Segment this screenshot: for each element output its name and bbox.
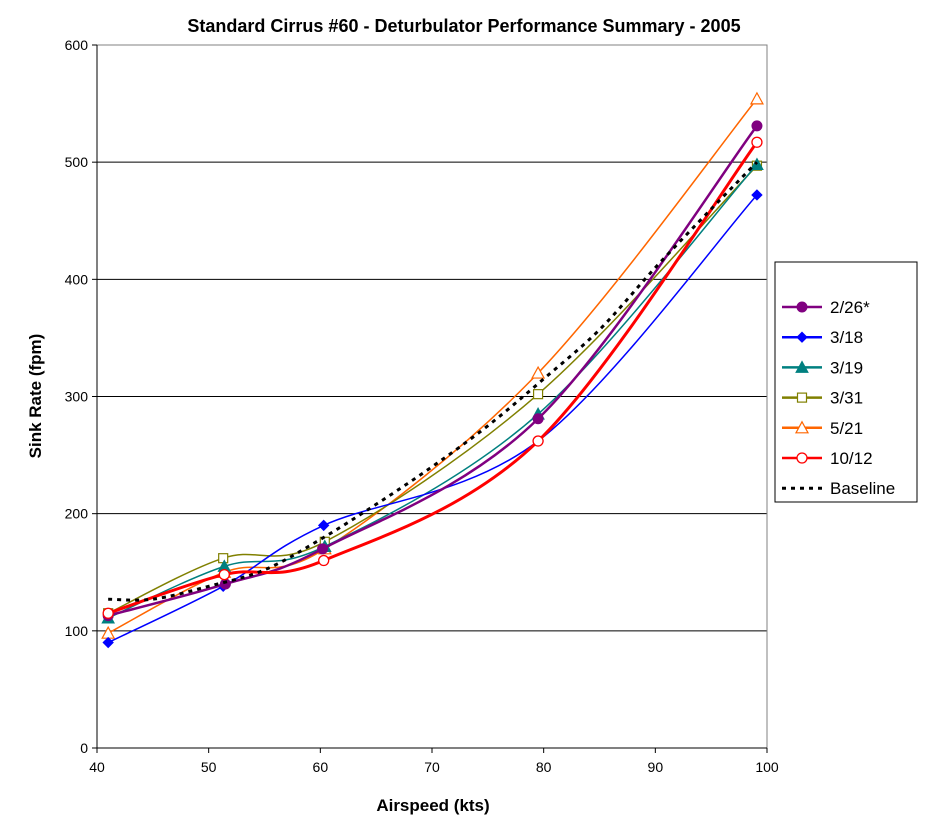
legend-item: 5/21 bbox=[782, 419, 863, 438]
legend-label: 3/18 bbox=[830, 328, 863, 347]
x-tick-label: 50 bbox=[201, 759, 217, 775]
legend-marker bbox=[796, 392, 808, 403]
data-point bbox=[532, 413, 544, 425]
legend-label: Baseline bbox=[830, 479, 895, 498]
x-tick-label: 100 bbox=[755, 759, 779, 775]
data-point bbox=[102, 607, 114, 619]
series-layer bbox=[101, 91, 764, 649]
legend-marker bbox=[796, 331, 808, 343]
legend-item: Baseline bbox=[782, 479, 895, 498]
data-point bbox=[751, 136, 763, 148]
legend-marker bbox=[796, 452, 808, 464]
legend-item: 3/19 bbox=[782, 358, 863, 377]
chart-title: Standard Cirrus #60 - Deturbulator Perfo… bbox=[187, 16, 740, 36]
series-line bbox=[107, 141, 759, 615]
data-point bbox=[317, 519, 330, 532]
data-point bbox=[751, 120, 763, 132]
data-point bbox=[318, 554, 330, 567]
y-axis-label: Sink Rate (fpm) bbox=[26, 334, 45, 459]
data-point bbox=[218, 568, 230, 581]
y-tick-label: 200 bbox=[65, 506, 89, 522]
y-axis: 0 100 200 300 400 500 600 bbox=[65, 37, 98, 756]
series-line bbox=[107, 194, 758, 644]
data-point bbox=[219, 578, 231, 590]
series-7 bbox=[108, 161, 759, 602]
legend-item: 10/12 bbox=[782, 449, 873, 468]
y-tick-label: 100 bbox=[65, 623, 89, 639]
y-tick-label: 400 bbox=[65, 271, 89, 287]
legend-label: 2/26* bbox=[830, 298, 870, 317]
x-tick-label: 70 bbox=[424, 759, 440, 775]
data-point bbox=[751, 189, 763, 201]
y-tick-label: 0 bbox=[80, 740, 88, 756]
legend-label: 3/31 bbox=[830, 389, 863, 408]
legend-label: 10/12 bbox=[830, 449, 873, 468]
data-point bbox=[532, 435, 544, 447]
legend-marker bbox=[796, 301, 808, 313]
legend-item: 2/26* bbox=[782, 298, 870, 317]
data-point bbox=[317, 543, 329, 555]
y-tick-label: 300 bbox=[65, 389, 89, 405]
legend-label: 5/21 bbox=[830, 419, 863, 438]
y-tick-label: 600 bbox=[65, 37, 89, 53]
legend-label: 3/19 bbox=[830, 358, 863, 377]
x-tick-label: 90 bbox=[648, 759, 664, 775]
series-6 bbox=[102, 136, 763, 619]
legend: 2/26* 3/18 3/19 3/31 5/21 10/12 Baseline bbox=[774, 261, 918, 503]
x-axis: 40 50 60 70 80 90 100 bbox=[89, 747, 779, 775]
series-line bbox=[108, 161, 759, 602]
data-point bbox=[531, 365, 546, 379]
x-tick-label: 80 bbox=[536, 759, 552, 775]
x-tick-label: 60 bbox=[313, 759, 329, 775]
legend-item: 3/31 bbox=[782, 389, 863, 408]
x-axis-label: Airspeed (kts) bbox=[376, 796, 489, 815]
data-point bbox=[532, 389, 544, 400]
series-line bbox=[107, 125, 758, 617]
data-point bbox=[102, 636, 114, 649]
legend-item: 3/18 bbox=[782, 328, 863, 347]
legend-marker bbox=[795, 360, 809, 373]
data-point bbox=[218, 553, 229, 564]
x-tick-label: 40 bbox=[89, 759, 105, 775]
y-tick-label: 500 bbox=[65, 154, 89, 170]
series-line bbox=[107, 164, 758, 619]
data-point bbox=[749, 91, 764, 105]
legend-marker bbox=[794, 420, 810, 434]
